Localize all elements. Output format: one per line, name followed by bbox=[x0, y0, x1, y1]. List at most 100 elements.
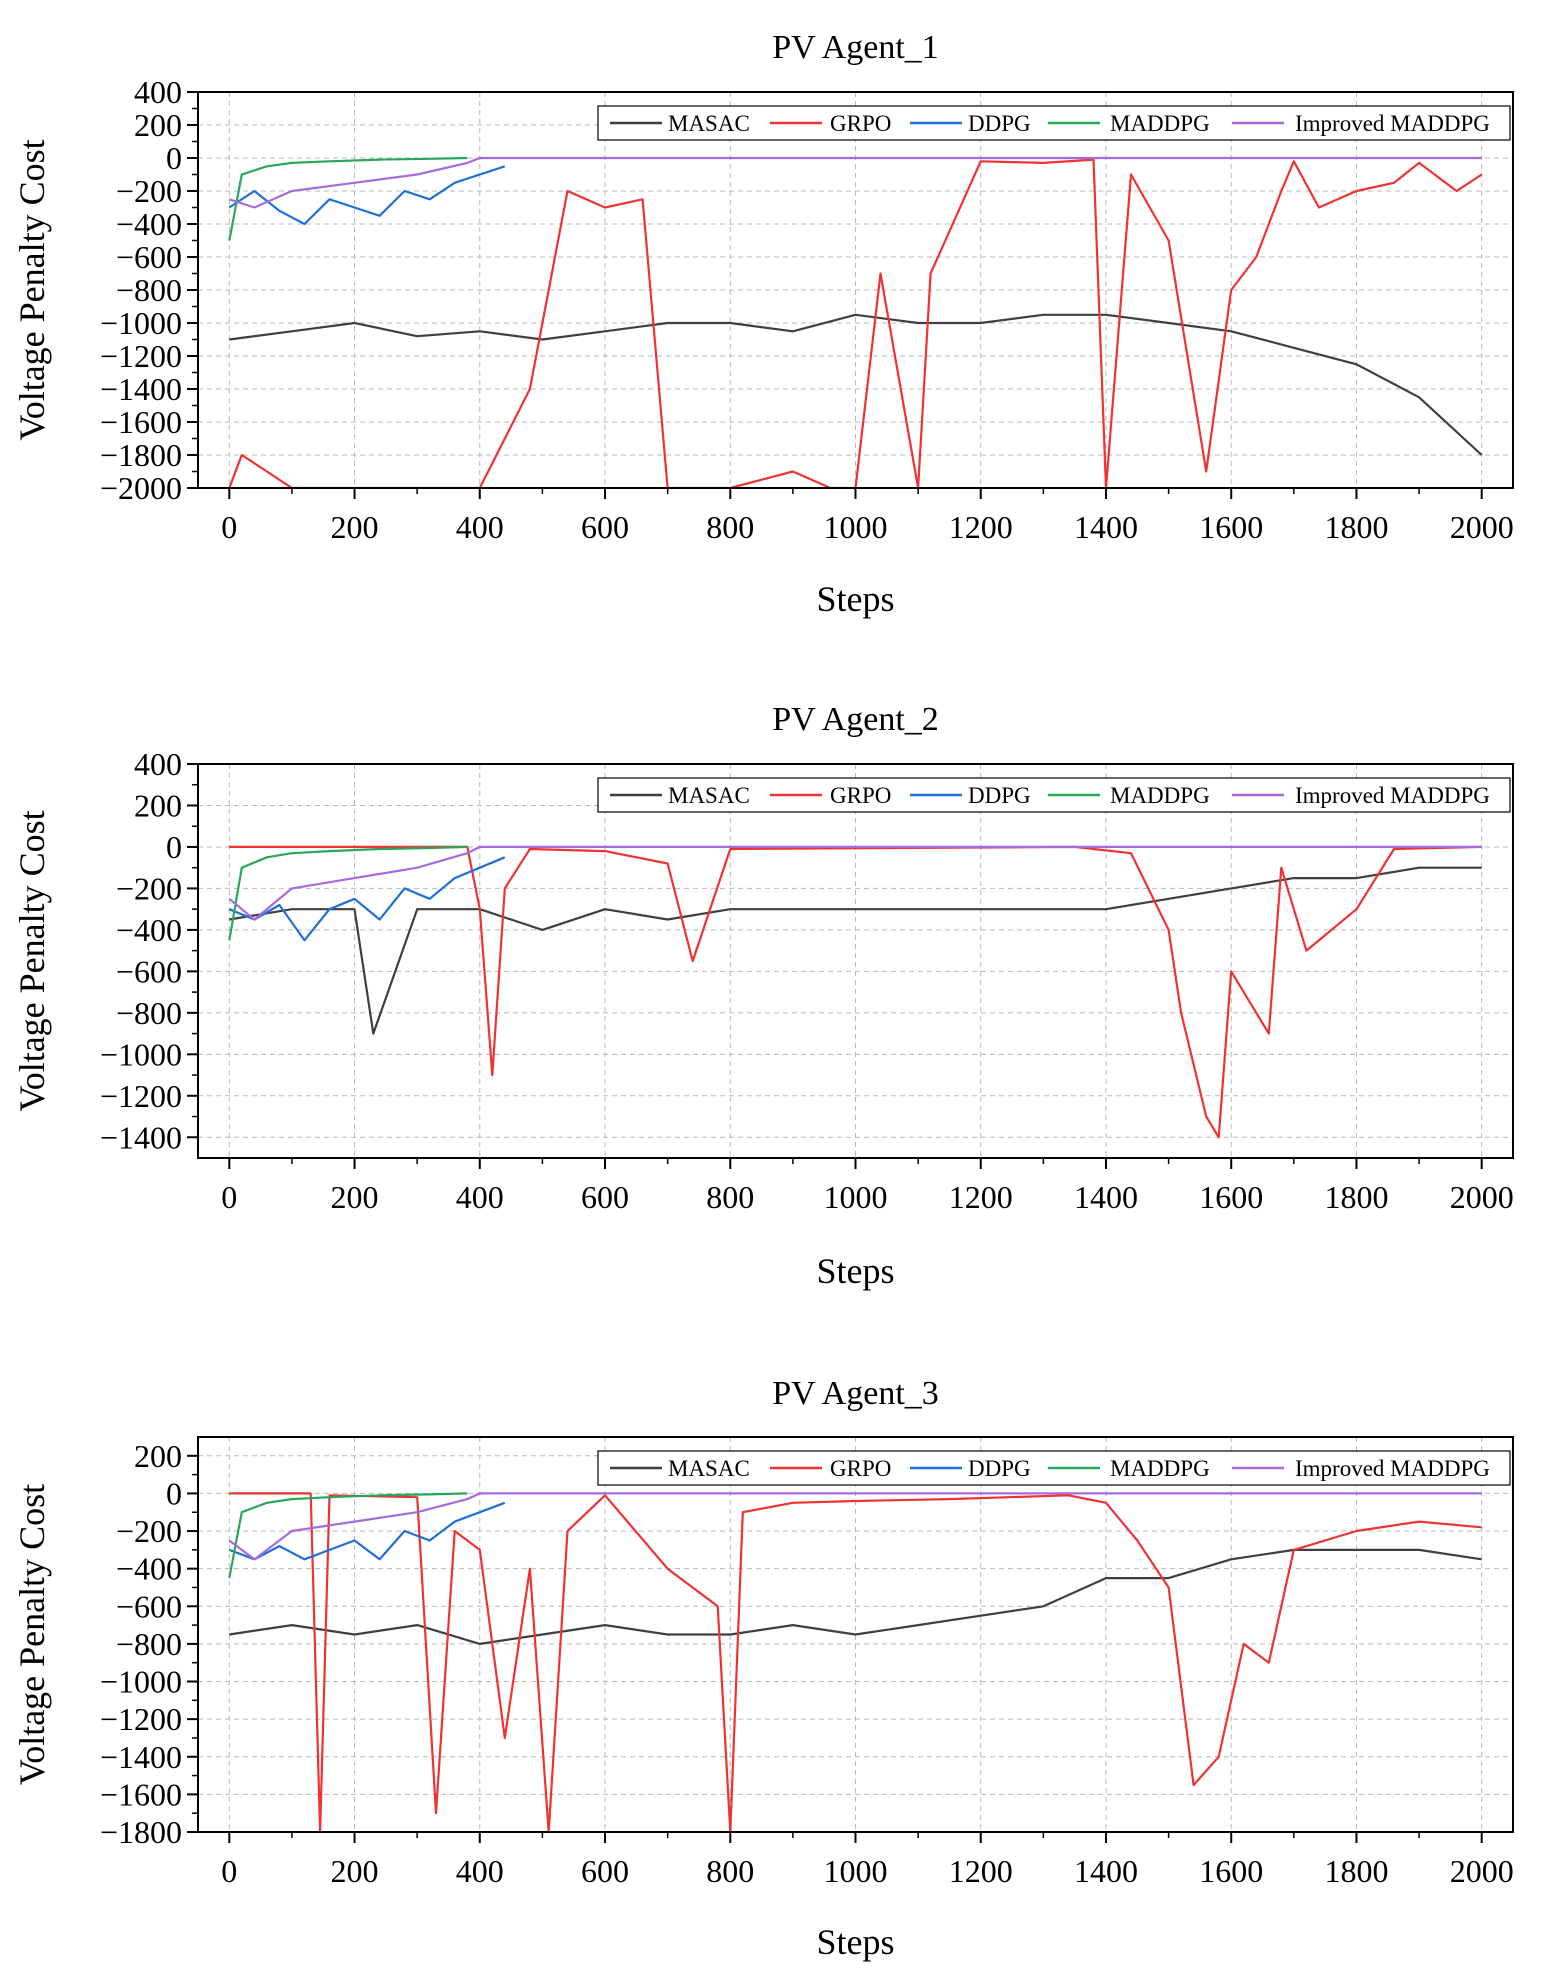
x-tick-label: 1600 bbox=[1199, 1179, 1263, 1215]
legend-label-masac: MASAC bbox=[668, 1456, 750, 1481]
x-tick-label: 1400 bbox=[1074, 1853, 1138, 1889]
x-tick-label: 1000 bbox=[824, 1853, 888, 1889]
y-tick-label: −2000 bbox=[100, 470, 182, 506]
x-tick-label: 1600 bbox=[1199, 1853, 1263, 1889]
y-tick-label: −200 bbox=[116, 1513, 182, 1549]
y-tick-label: 200 bbox=[134, 107, 182, 143]
series-line-masac bbox=[229, 313, 1483, 456]
legend: MASAC GRPO DDPG MADDPG Improved MADDPG bbox=[597, 1450, 1511, 1486]
legend-label-improved-maddpg: Improved MADDPG bbox=[1295, 111, 1490, 136]
y-tick-label: 200 bbox=[134, 787, 182, 823]
series-line-grpo bbox=[229, 1492, 1482, 1832]
y-tick-label: −1200 bbox=[100, 338, 182, 374]
y-axis-label: Voltage Penalty Cost bbox=[12, 139, 52, 440]
legend-label-improved-maddpg: Improved MADDPG bbox=[1295, 1456, 1490, 1481]
x-tick-label: 1600 bbox=[1199, 509, 1263, 545]
y-tick-label: 400 bbox=[134, 74, 182, 110]
y-tick-label: −1200 bbox=[100, 1701, 182, 1737]
series-group bbox=[228, 1492, 1482, 1832]
series-line-ddpg bbox=[228, 1501, 506, 1561]
ticks: 0 200 400 600 800 1000 1200 1400 1600 1800 2000−14… bbox=[100, 746, 1514, 1215]
legend-label-grpo: GRPO bbox=[830, 111, 891, 136]
ticks: 0 200 400 600 800 1000 1200 1400 1600 1800 2000−18… bbox=[100, 1438, 1514, 1889]
series-group bbox=[228, 845, 1482, 1139]
x-tick-label: 1200 bbox=[949, 509, 1013, 545]
x-tick-label: 400 bbox=[456, 509, 504, 545]
legend: MASAC GRPO DDPG MADDPG Improved MADDPG bbox=[597, 105, 1511, 141]
y-axis-label: Voltage Penalty Cost bbox=[12, 1484, 52, 1785]
legend-label-maddpg: MADDPG bbox=[1110, 111, 1210, 136]
x-tick-label: 400 bbox=[456, 1853, 504, 1889]
y-tick-label: −1600 bbox=[100, 1776, 182, 1812]
x-tick-label: 200 bbox=[331, 1179, 379, 1215]
x-tick-label: 400 bbox=[456, 1179, 504, 1215]
x-tick-label: 0 bbox=[221, 1853, 237, 1889]
series-line-improved-maddpg bbox=[228, 845, 1482, 921]
x-tick-label: 1400 bbox=[1074, 1179, 1138, 1215]
y-tick-label: −1400 bbox=[100, 1119, 182, 1155]
chart-panel-2: 0 200 400 600 800 1000 1200 1400 1600 1800 2000−14… bbox=[12, 701, 1514, 1291]
series-group bbox=[228, 156, 1483, 488]
x-tick-label: 1200 bbox=[949, 1179, 1013, 1215]
y-tick-label: −600 bbox=[116, 239, 182, 275]
y-tick-label: −400 bbox=[116, 912, 182, 948]
legend-label-grpo: GRPO bbox=[830, 783, 891, 808]
series-line-maddpg bbox=[228, 1492, 468, 1579]
y-tick-label: 200 bbox=[134, 1438, 182, 1474]
y-tick-label: −600 bbox=[116, 953, 182, 989]
y-tick-label: −1000 bbox=[100, 1036, 182, 1072]
y-tick-label: −1400 bbox=[100, 371, 182, 407]
x-tick-label: 800 bbox=[706, 1853, 754, 1889]
legend-label-masac: MASAC bbox=[668, 783, 750, 808]
y-tick-label: −800 bbox=[116, 995, 182, 1031]
y-tick-label: −600 bbox=[116, 1588, 182, 1624]
legend-label-grpo: GRPO bbox=[830, 1456, 891, 1481]
x-tick-label: 600 bbox=[581, 509, 629, 545]
y-tick-label: −400 bbox=[116, 206, 182, 242]
x-tick-label: 0 bbox=[221, 1179, 237, 1215]
x-tick-label: 1000 bbox=[824, 509, 888, 545]
y-tick-label: −1000 bbox=[100, 1664, 182, 1700]
x-tick-label: 200 bbox=[331, 509, 379, 545]
y-tick-label: −200 bbox=[116, 173, 182, 209]
x-tick-label: 800 bbox=[706, 1179, 754, 1215]
series-line-ddpg bbox=[228, 165, 506, 226]
series-line-masac bbox=[229, 866, 1482, 1035]
y-tick-label: 0 bbox=[166, 1475, 182, 1511]
legend-label-ddpg: DDPG bbox=[968, 1456, 1031, 1481]
y-tick-label: 0 bbox=[166, 829, 182, 865]
x-tick-label: 2000 bbox=[1450, 509, 1514, 545]
series-line-improved-maddpg bbox=[228, 1492, 1482, 1561]
chart-title: PV Agent_3 bbox=[772, 1375, 939, 1412]
legend-label-maddpg: MADDPG bbox=[1110, 1456, 1210, 1481]
x-tick-label: 1800 bbox=[1324, 1853, 1388, 1889]
y-tick-label: −1400 bbox=[100, 1739, 182, 1775]
x-axis-label: Steps bbox=[816, 1251, 894, 1291]
y-tick-label: −200 bbox=[116, 870, 182, 906]
x-axis-label: Steps bbox=[816, 1922, 894, 1962]
ticks: 0 200 400 600 800 1000 1200 1400 1600 1800 2000−20… bbox=[100, 74, 1514, 545]
y-tick-label: −1000 bbox=[100, 305, 182, 341]
legend-label-maddpg: MADDPG bbox=[1110, 783, 1210, 808]
y-tick-label: −800 bbox=[116, 1626, 182, 1662]
x-tick-label: 600 bbox=[581, 1179, 629, 1215]
x-tick-label: 1200 bbox=[949, 1853, 1013, 1889]
x-tick-label: 2000 bbox=[1450, 1179, 1514, 1215]
x-tick-label: 800 bbox=[706, 509, 754, 545]
x-tick-label: 1800 bbox=[1324, 1179, 1388, 1215]
series-line-ddpg bbox=[228, 856, 506, 942]
grid bbox=[198, 763, 1513, 1158]
x-tick-label: 600 bbox=[581, 1853, 629, 1889]
x-tick-label: 1800 bbox=[1324, 509, 1388, 545]
y-tick-label: 400 bbox=[134, 746, 182, 782]
y-tick-label: −1200 bbox=[100, 1078, 182, 1114]
legend-label-improved-maddpg: Improved MADDPG bbox=[1295, 783, 1490, 808]
grid bbox=[198, 91, 1513, 489]
legend-label-ddpg: DDPG bbox=[968, 783, 1031, 808]
y-tick-label: −1800 bbox=[100, 1814, 182, 1850]
x-tick-label: 2000 bbox=[1450, 1853, 1514, 1889]
x-tick-label: 1000 bbox=[824, 1179, 888, 1215]
chart-title: PV Agent_2 bbox=[772, 701, 939, 738]
series-line-maddpg bbox=[228, 845, 468, 941]
